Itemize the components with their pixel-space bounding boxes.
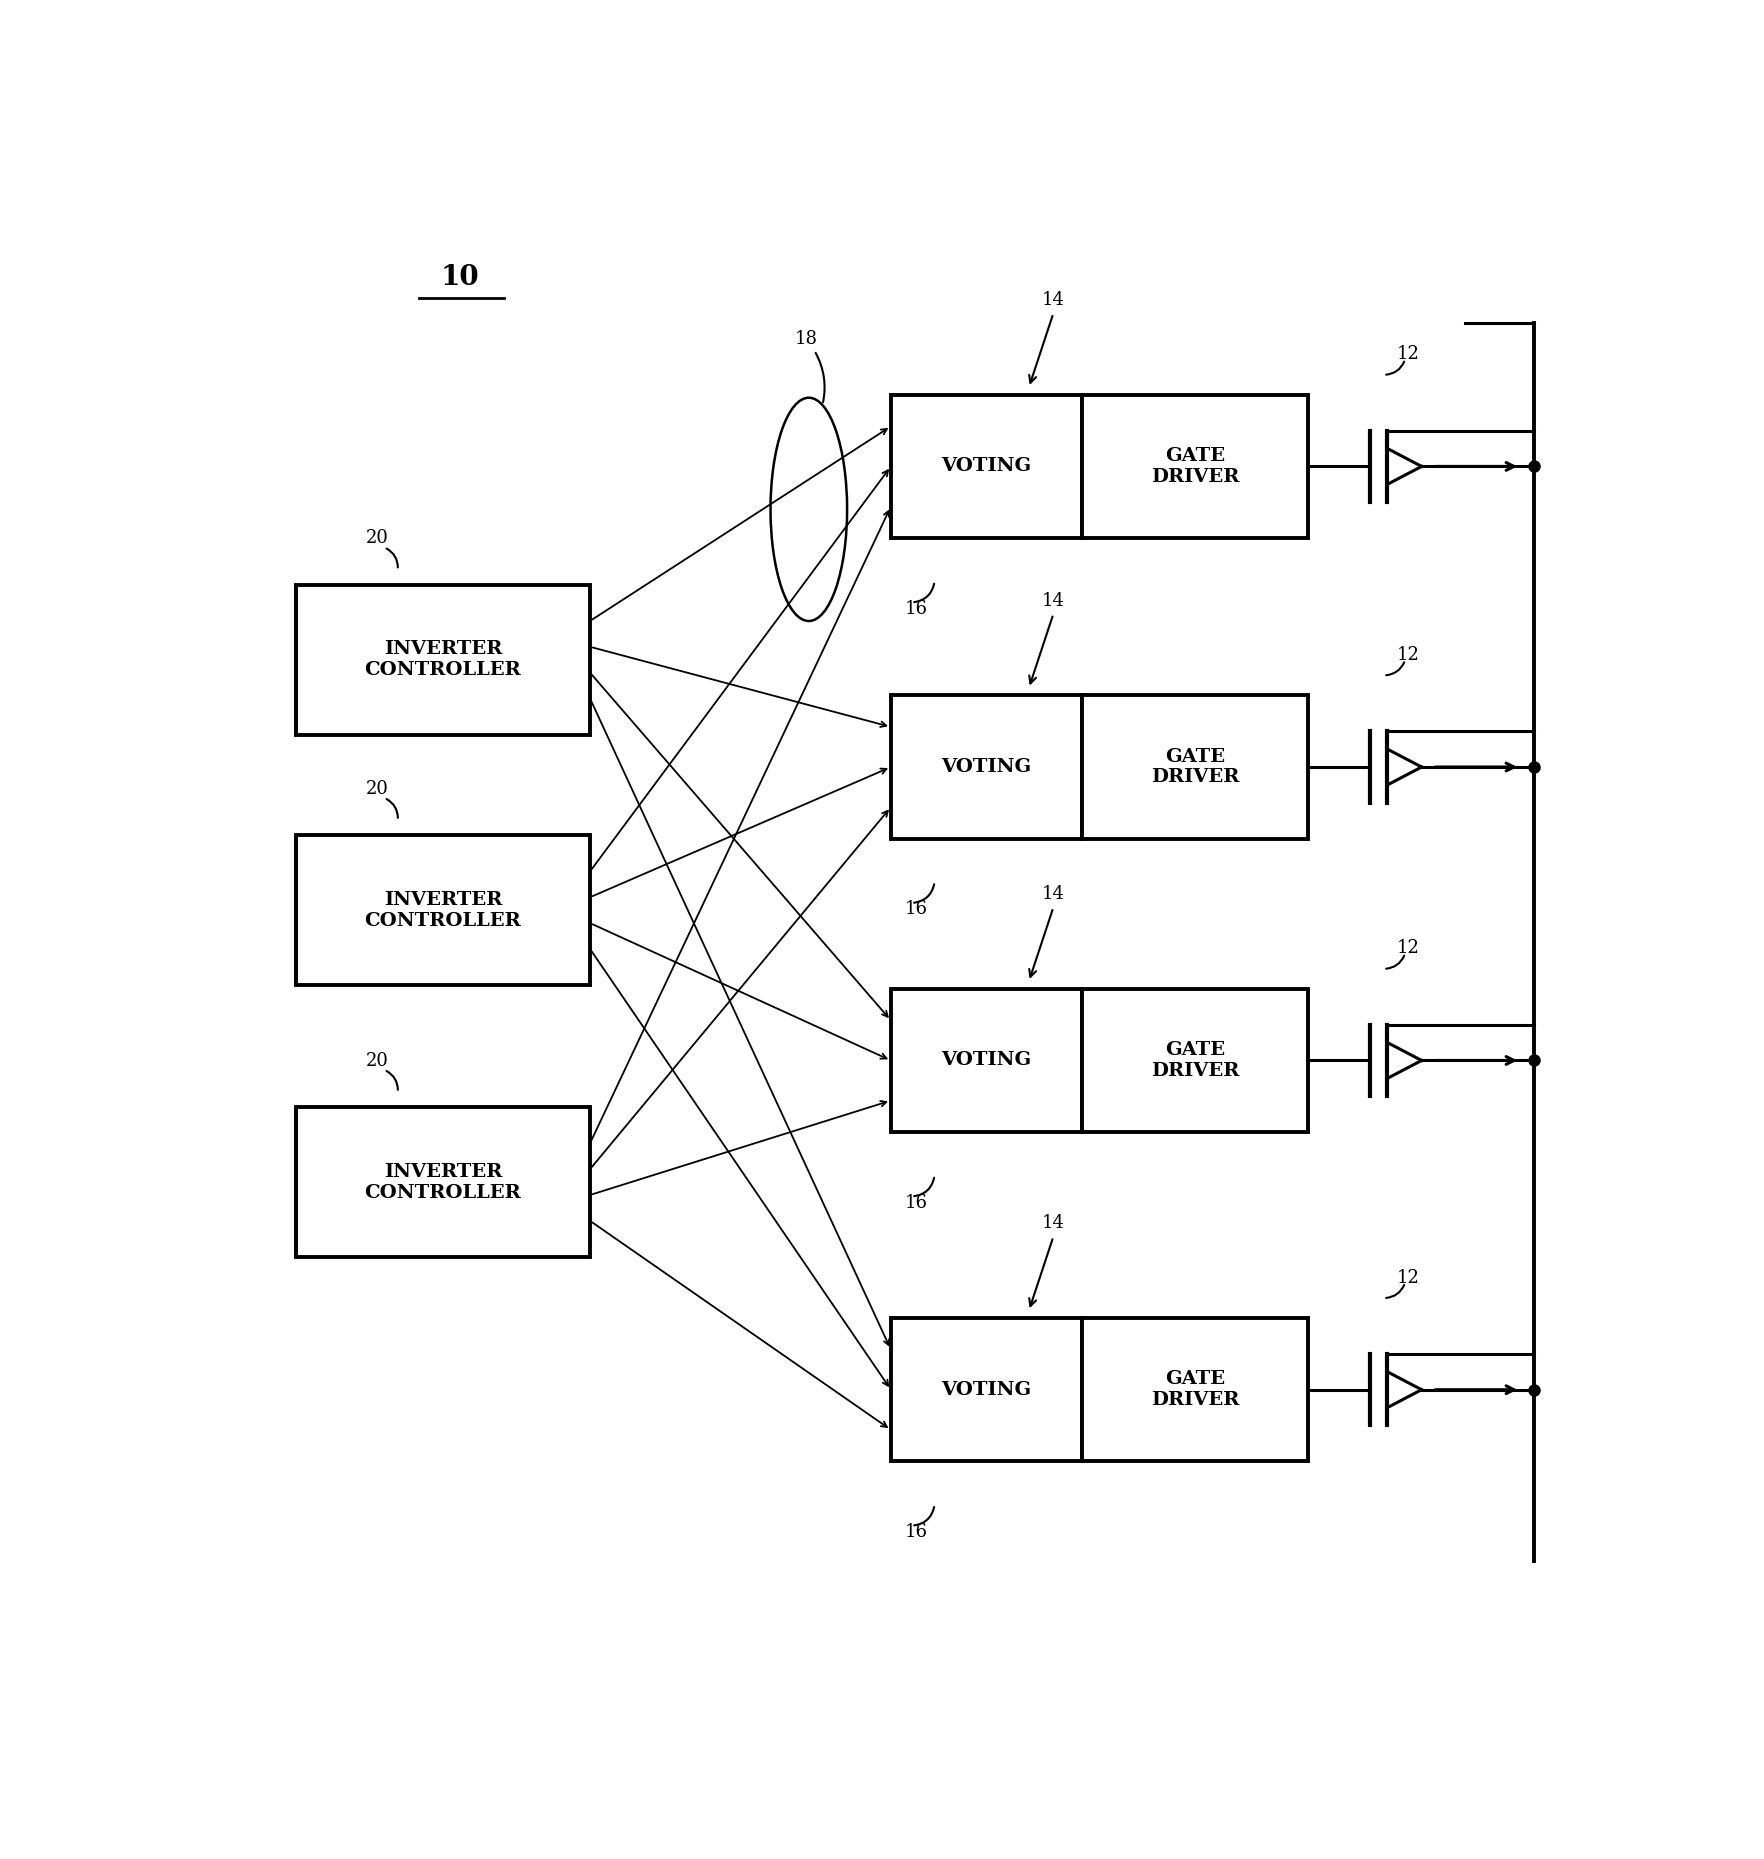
Text: 18: 18 xyxy=(794,329,817,348)
Text: VOTING: VOTING xyxy=(940,1381,1032,1398)
Text: 14: 14 xyxy=(1041,885,1064,903)
Bar xyxy=(296,1106,589,1257)
Text: 16: 16 xyxy=(903,1523,928,1541)
Text: VOTING: VOTING xyxy=(940,1052,1032,1069)
Bar xyxy=(891,989,1081,1132)
Text: 20: 20 xyxy=(365,1052,388,1069)
Bar xyxy=(1081,394,1307,537)
Text: 14: 14 xyxy=(1041,1214,1064,1233)
Bar xyxy=(1081,1318,1307,1461)
Text: GATE
DRIVER: GATE DRIVER xyxy=(1150,1370,1238,1409)
Bar xyxy=(891,1318,1081,1461)
Text: INVERTER
CONTROLLER: INVERTER CONTROLLER xyxy=(365,890,520,930)
Text: 16: 16 xyxy=(903,900,928,918)
Text: 12: 12 xyxy=(1397,1268,1418,1286)
Text: 20: 20 xyxy=(365,779,388,798)
Text: GATE
DRIVER: GATE DRIVER xyxy=(1150,1041,1238,1080)
Bar xyxy=(891,695,1081,838)
Text: VOTING: VOTING xyxy=(940,457,1032,476)
Text: 14: 14 xyxy=(1041,292,1064,309)
Text: GATE
DRIVER: GATE DRIVER xyxy=(1150,747,1238,786)
Bar xyxy=(296,835,589,985)
Bar xyxy=(1081,695,1307,838)
Bar xyxy=(296,584,589,734)
Text: INVERTER
CONTROLLER: INVERTER CONTROLLER xyxy=(365,1162,520,1201)
Text: INVERTER
CONTROLLER: INVERTER CONTROLLER xyxy=(365,639,520,679)
Text: 20: 20 xyxy=(365,530,388,547)
Text: 12: 12 xyxy=(1397,645,1418,664)
Text: 10: 10 xyxy=(441,264,480,292)
Text: GATE
DRIVER: GATE DRIVER xyxy=(1150,446,1238,485)
Text: VOTING: VOTING xyxy=(940,758,1032,775)
Text: 16: 16 xyxy=(903,1193,928,1212)
Bar xyxy=(1081,989,1307,1132)
Text: 16: 16 xyxy=(903,600,928,617)
Text: 12: 12 xyxy=(1397,346,1418,363)
Text: 12: 12 xyxy=(1397,939,1418,957)
Text: 14: 14 xyxy=(1041,591,1064,610)
Bar xyxy=(891,394,1081,537)
